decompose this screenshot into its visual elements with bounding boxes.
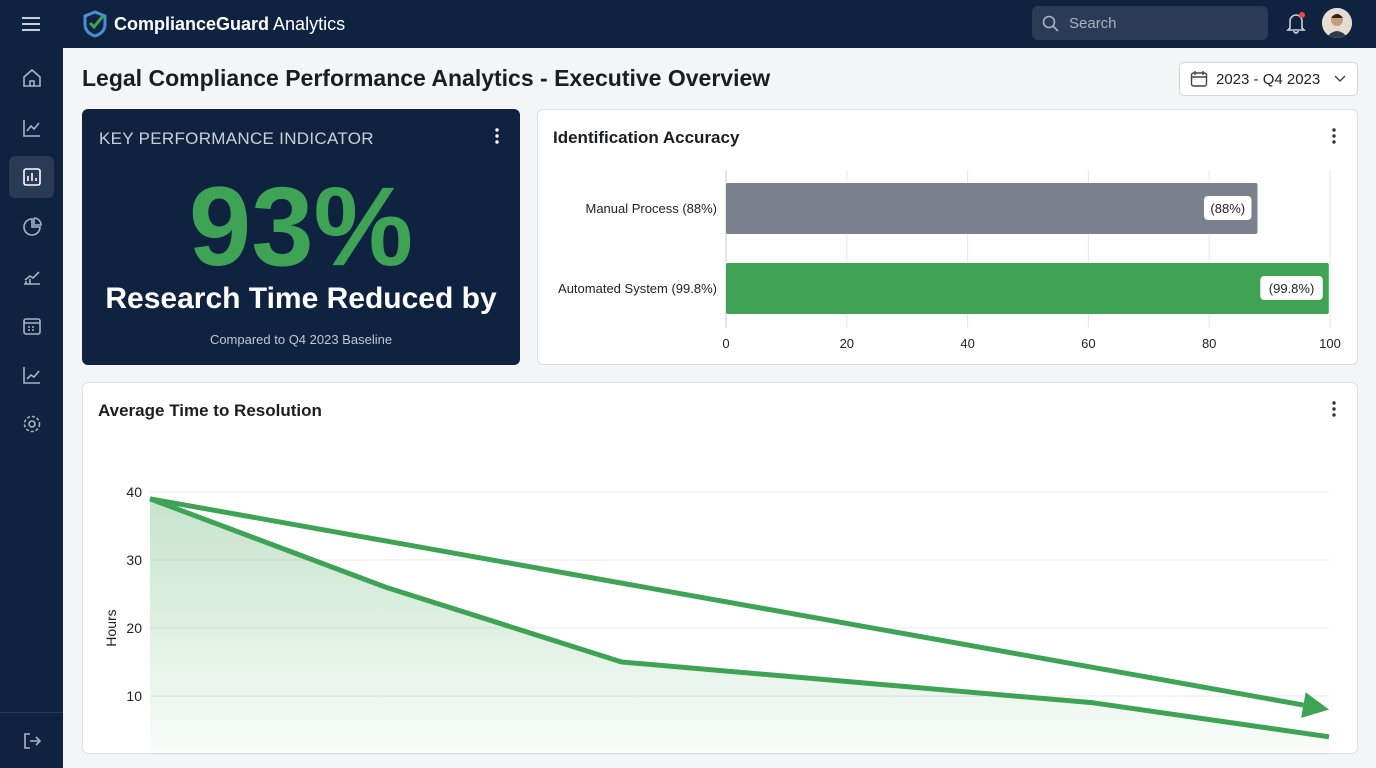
resolution-time-card: Average Time to Resolution 010203040JanF… <box>82 382 1358 755</box>
accuracy-bar-chart: 0 20 40 60 80 100 Manual Process (88%) (88%) Aut… <box>558 170 1341 351</box>
main-content: Legal Compliance Performance Analytics -… <box>63 48 1376 768</box>
x-tick-label: 0 <box>722 336 729 351</box>
data-label: (99.8%) <box>1269 281 1315 296</box>
sidebar-divider <box>0 712 63 713</box>
more-options-icon[interactable] <box>491 126 503 146</box>
sidebar <box>0 48 63 768</box>
x-tick-label: 60 <box>1081 336 1095 351</box>
menu-icon[interactable] <box>20 14 42 34</box>
date-range-value: 2023 - Q4 2023 <box>1216 70 1321 88</box>
date-range-select[interactable]: 2023 - Q4 2023 <box>1179 62 1358 96</box>
sidebar-item-calendar[interactable] <box>9 305 54 347</box>
analytics-icon <box>22 367 40 384</box>
data-label-bg <box>1260 276 1323 300</box>
y-tick-label: 20 <box>126 620 142 636</box>
category-label: Automated System (99.8%) <box>558 281 717 296</box>
sidebar-item-home[interactable] <box>9 57 54 99</box>
x-tick-label: 100 <box>1319 336 1341 351</box>
sidebar-item-reports[interactable] <box>9 156 54 198</box>
category-label: Manual Process (88%) <box>586 201 718 216</box>
gear-icon <box>23 415 40 433</box>
sidebar-item-settings[interactable] <box>9 403 54 445</box>
calendar-icon <box>1190 71 1208 87</box>
search-input[interactable] <box>1069 14 1249 32</box>
pie-chart-icon <box>22 217 42 236</box>
kpi-label: KEY PERFORMANCE INDICATOR <box>99 129 374 148</box>
brand-name: ComplianceGuard <box>114 13 270 34</box>
more-options-icon[interactable] <box>1328 126 1340 146</box>
sidebar-item-analytics[interactable] <box>9 354 54 396</box>
bar-chart-icon <box>22 168 41 186</box>
card-title: Identification Accuracy <box>553 128 740 147</box>
x-tick-label: 80 <box>1202 336 1216 351</box>
shield-check-icon <box>83 10 107 38</box>
sidebar-item-trends[interactable] <box>9 107 54 149</box>
kpi-baseline: Compared to Q4 2023 Baseline <box>209 332 393 347</box>
y-tick-label: 40 <box>126 484 142 500</box>
y-axis-label: Hours <box>103 609 119 646</box>
search-icon <box>1042 15 1059 32</box>
x-tick-label: 20 <box>840 336 854 351</box>
logout-button[interactable] <box>9 720 54 762</box>
area-fill <box>150 498 1329 755</box>
series-line-actual <box>149 496 1330 740</box>
x-tick-label: 40 <box>960 336 974 351</box>
brand[interactable]: ComplianceGuard Analytics <box>82 10 345 38</box>
user-avatar[interactable] <box>1322 8 1352 38</box>
top-bar: ComplianceGuard Analytics <box>0 0 1376 48</box>
card-title: Average Time to Resolution <box>98 401 322 420</box>
resolution-line-chart: 010203040JanFebMarAprMayJunHours <box>103 484 1330 755</box>
brand-suffix: Analytics <box>269 13 346 34</box>
chevron-down-icon <box>1334 75 1346 82</box>
home-icon <box>22 68 41 87</box>
y-tick-label: 30 <box>126 552 142 568</box>
arrow-head <box>1301 692 1329 718</box>
bar <box>726 183 1258 234</box>
calendar-icon <box>22 318 41 335</box>
page-title: Legal Compliance Performance Analytics -… <box>82 65 771 91</box>
kpi-card: KEY PERFORMANCE INDICATOR 93% Research T… <box>82 109 520 365</box>
line-chart-icon <box>22 120 40 137</box>
logout-icon <box>23 733 41 749</box>
sidebar-item-pie-chart[interactable] <box>9 206 54 248</box>
bar <box>726 263 1329 314</box>
kpi-value: 93% <box>188 164 414 289</box>
sidebar-item-growth[interactable] <box>9 255 54 297</box>
growth-icon <box>23 271 40 285</box>
kpi-subtitle: Research Time Reduced by <box>105 282 497 315</box>
search-box[interactable] <box>1032 6 1268 40</box>
notification-bell-icon[interactable] <box>1286 12 1306 34</box>
y-tick-label: 10 <box>126 688 142 704</box>
data-label: (88%) <box>1210 201 1245 216</box>
series-line-trend <box>149 496 1304 708</box>
data-label-bg <box>1204 196 1252 220</box>
more-options-icon[interactable] <box>1328 399 1340 419</box>
identification-accuracy-card: Identification Accuracy 0 20 40 60 80 100 Manu… <box>537 109 1358 365</box>
